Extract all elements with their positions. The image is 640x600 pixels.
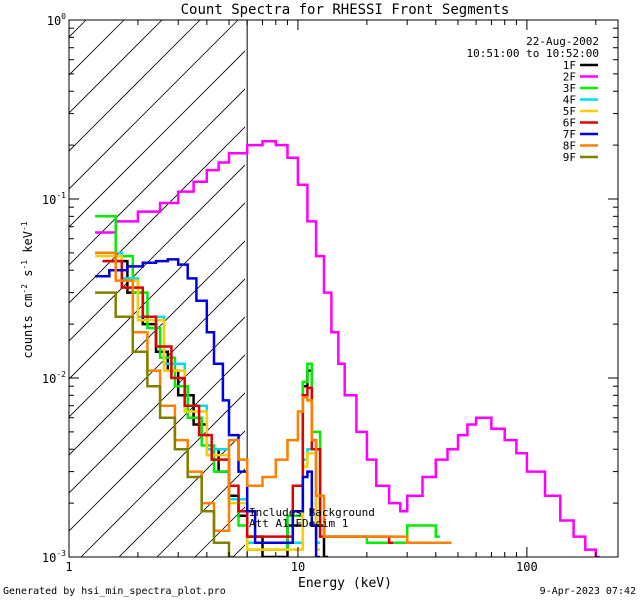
legend-label-8f: 8F [563, 140, 576, 153]
series-line-2f [95, 140, 600, 557]
y-axis-label: counts cm-2 s-1 keV-1 [20, 221, 35, 358]
y-tick-label: 100 [47, 12, 66, 28]
legend-time-range: 10:51:00 to 10:52:00 [467, 47, 599, 60]
legend-label-6f: 6F [563, 117, 576, 130]
legend-date: 22-Aug-2002 [526, 35, 599, 48]
hatch-line [69, 20, 163, 114]
series-line-9f [95, 291, 233, 557]
hatch-line [69, 50, 245, 228]
legend-label-7f: 7F [563, 128, 576, 141]
plot-frame [68, 19, 619, 558]
hatch-line [69, 20, 87, 38]
y-tick-label: 10-1 [42, 191, 66, 207]
x-tick-label: 10 [291, 560, 305, 574]
y-tick-label: 10-3 [42, 549, 66, 565]
x-tick-label: 100 [516, 560, 538, 574]
series-line-8f [95, 251, 452, 545]
hatch-line [69, 202, 245, 380]
x-tick-label: 1 [65, 560, 72, 574]
footer-generated-by: Generated by hsi_min_spectra_plot.pro [3, 586, 226, 597]
legend-label-9f: 9F [563, 151, 576, 164]
legend-label-5f: 5F [563, 105, 576, 118]
hatch-line [69, 316, 245, 494]
series-line-4f [95, 251, 321, 545]
hatch-line [69, 126, 245, 304]
legend-label-1f: 1F [563, 59, 576, 72]
hatch-line [69, 20, 201, 152]
footer-timestamp: 9-Apr-2023 07:42 [540, 586, 636, 597]
legend-label-2f: 2F [563, 71, 576, 84]
y-axis-ticks: 100 10-1 10-2 10-3 [42, 12, 618, 565]
series-line-7f [95, 258, 321, 557]
y-tick-label: 10-2 [42, 370, 66, 386]
hatch-line [69, 20, 239, 190]
annotation-attenuator: Att A1 FDecim 1 [249, 517, 348, 530]
hatch-line [69, 278, 245, 456]
hatch-line [69, 20, 125, 76]
hatch-line [118, 430, 245, 557]
series-lines [95, 140, 600, 557]
x-axis-label: Energy (keV) [298, 576, 392, 591]
legend-label-4f: 4F [563, 94, 576, 107]
legend-label-3f: 3F [563, 82, 576, 95]
series-line-5f [95, 254, 321, 551]
annotation-background: Includes Background [249, 506, 375, 519]
x-axis-ticks: 1 10 100 [65, 20, 597, 574]
hatch-line [69, 354, 245, 532]
hatch-line [69, 88, 245, 266]
hatch-line [80, 392, 245, 557]
chart-title: Count Spectra for RHESSI Front Segments [181, 2, 510, 18]
